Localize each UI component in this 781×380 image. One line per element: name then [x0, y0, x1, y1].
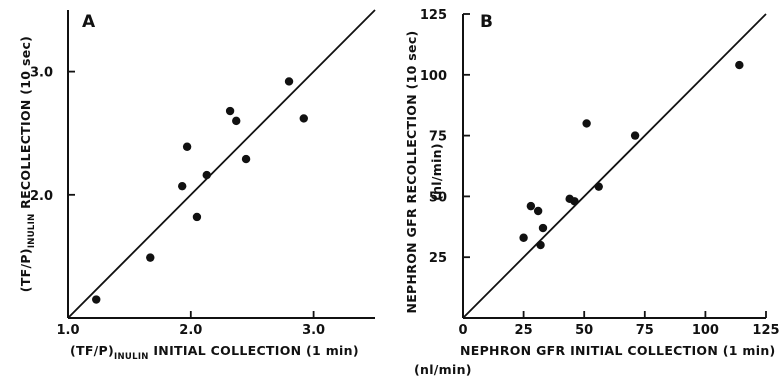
panel-b-y-tick-label: 100 — [420, 69, 447, 84]
panel-b-x-tick-label: 50 — [575, 323, 593, 338]
panel-b-x-tick-label: 0 — [458, 323, 467, 338]
panel-b-data-point — [594, 182, 603, 191]
panel-a-x-tick-label: 3.0 — [302, 323, 325, 338]
panel-b-x-tick-label: 25 — [515, 323, 533, 338]
panel-b-data-point — [538, 223, 548, 233]
panel-b-y-axis-label: NEPHRON GFR RECOLLECTION (10 sec) — [404, 30, 419, 313]
panel-b-panel-letter: B — [480, 12, 493, 32]
panel-a-identity-line — [67, 9, 376, 319]
panel-b-data-point — [536, 240, 545, 250]
panel-a-x-tick-label: 2.0 — [179, 323, 202, 338]
panel-b-y-axis-unit: (nl/min) — [429, 143, 444, 201]
panel-b-data-point — [570, 197, 579, 206]
panel-b-y-tick-label: 25 — [429, 251, 447, 266]
panel-b-data-point — [630, 131, 640, 140]
panel-a-data-point — [284, 77, 294, 86]
panel-a-y-tick-label: 3.0 — [30, 66, 53, 81]
panel-a-y-tick-label: 2.0 — [30, 189, 53, 204]
panel-a-data-point — [192, 212, 202, 222]
panel-a-x-tick-label: 1.0 — [56, 323, 79, 338]
panel-b-scatter: 0 25 50 75 100 125 25 50 75 100 125 B NEPHRON GFR IN… — [404, 8, 780, 377]
panel-b-y-tick-label: 125 — [420, 8, 447, 23]
panel-a-panel-letter: A — [82, 12, 96, 32]
panel-b-y-tick-label: 75 — [429, 130, 447, 145]
panel-a-x-axis-label: (TF/P)INULIN INITIAL COLLECTION (1 min) — [70, 343, 359, 362]
panel-b-x-tick-label: 75 — [636, 323, 654, 338]
panel-a-data-point — [92, 295, 101, 304]
panel-b-x-axis-label: NEPHRON GFR INITIAL COLLECTION (1 min) — [460, 343, 776, 358]
panel-b-data-point — [582, 119, 591, 128]
panel-b-data-point — [735, 60, 744, 70]
panel-b-data-point — [519, 233, 528, 242]
panel-a-y-axis-label: (TF/P)INULIN RECOLLECTION (10 sec) — [18, 36, 37, 292]
panel-a-data-point — [299, 114, 308, 123]
panel-b-identity-line — [462, 13, 767, 319]
panel-a-data-point — [182, 142, 192, 151]
panel-b-x-tick-label: 100 — [692, 323, 719, 338]
panel-a-data-point — [232, 116, 241, 126]
panel-a-data-point — [178, 181, 187, 191]
panel-b-y-tick-label: 50 — [429, 190, 447, 205]
panel-a-data-point — [146, 253, 155, 262]
panel-a-data-point — [202, 170, 211, 180]
panel-a-scatter: 1.0 2.0 3.0 2.0 3.0 A (TF/P)INULIN INITIAL COL… — [18, 9, 376, 362]
panel-b-x-tick-label: 125 — [752, 323, 779, 338]
panel-a-data-point — [241, 154, 251, 164]
panel-b-x-axis-unit: (nl/min) — [414, 362, 472, 377]
panel-b-data-point — [526, 201, 536, 211]
panel-b-data-point — [533, 206, 543, 216]
panel-a-data-point — [225, 106, 235, 116]
